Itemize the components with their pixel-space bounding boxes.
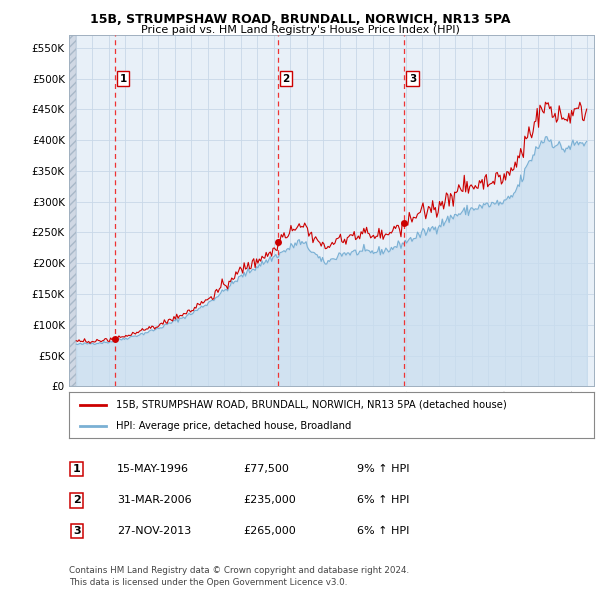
Text: £265,000: £265,000 [243, 526, 296, 536]
Text: 6% ↑ HPI: 6% ↑ HPI [357, 496, 409, 505]
Text: 15-MAY-1996: 15-MAY-1996 [117, 464, 189, 474]
Text: HPI: Average price, detached house, Broadland: HPI: Average price, detached house, Broa… [116, 421, 352, 431]
Text: 1: 1 [119, 74, 127, 84]
Text: 15B, STRUMPSHAW ROAD, BRUNDALL, NORWICH, NR13 5PA (detached house): 15B, STRUMPSHAW ROAD, BRUNDALL, NORWICH,… [116, 399, 507, 409]
Text: 2: 2 [283, 74, 290, 84]
Text: £77,500: £77,500 [243, 464, 289, 474]
Text: Price paid vs. HM Land Registry's House Price Index (HPI): Price paid vs. HM Land Registry's House … [140, 25, 460, 35]
Text: 2: 2 [73, 496, 80, 505]
Text: 27-NOV-2013: 27-NOV-2013 [117, 526, 191, 536]
Text: 1: 1 [73, 464, 80, 474]
Text: 15B, STRUMPSHAW ROAD, BRUNDALL, NORWICH, NR13 5PA: 15B, STRUMPSHAW ROAD, BRUNDALL, NORWICH,… [90, 13, 510, 26]
Text: 3: 3 [409, 74, 416, 84]
Text: 31-MAR-2006: 31-MAR-2006 [117, 496, 191, 505]
Text: £235,000: £235,000 [243, 496, 296, 505]
Text: This data is licensed under the Open Government Licence v3.0.: This data is licensed under the Open Gov… [69, 578, 347, 587]
Text: 6% ↑ HPI: 6% ↑ HPI [357, 526, 409, 536]
Text: Contains HM Land Registry data © Crown copyright and database right 2024.: Contains HM Land Registry data © Crown c… [69, 566, 409, 575]
Text: 9% ↑ HPI: 9% ↑ HPI [357, 464, 409, 474]
Text: 3: 3 [73, 526, 80, 536]
